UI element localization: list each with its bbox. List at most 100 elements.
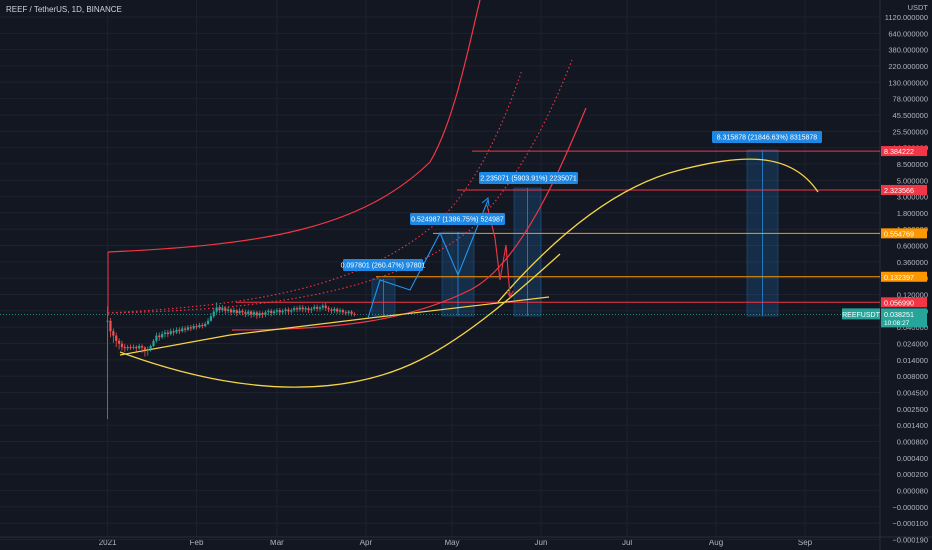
- candle-body: [341, 310, 345, 313]
- candle-body: [198, 324, 201, 328]
- symbol-tag: [842, 308, 880, 320]
- candle-body: [258, 313, 261, 316]
- x-tick-label: Apr: [360, 538, 373, 547]
- candle-body: [183, 328, 187, 330]
- y-tick-label: 5.000000: [897, 176, 928, 185]
- candle-body: [195, 326, 198, 328]
- candle-body: [324, 305, 327, 309]
- dotted-red-arc-outer: [107, 59, 573, 314]
- candle-body: [146, 349, 149, 351]
- candle-body: [350, 311, 353, 314]
- y-tick-label: 0.000200: [897, 470, 928, 479]
- candle-body: [321, 305, 324, 308]
- candle-body: [209, 316, 213, 321]
- candle-body: [290, 310, 293, 312]
- x-tick-label: Sep: [798, 538, 813, 547]
- candle-body: [212, 311, 215, 317]
- candle-body: [140, 345, 144, 348]
- candle-body: [261, 313, 264, 315]
- current-price-value: 0.038251: [884, 310, 914, 319]
- y-tick-label: −0.000000: [892, 503, 928, 512]
- candle-body: [152, 340, 155, 346]
- candle-body: [186, 327, 190, 330]
- candle-body: [307, 308, 310, 311]
- price-line-value: 2.323566: [884, 186, 914, 195]
- candle-body: [120, 343, 124, 348]
- y-tick-label: 380.000000: [888, 46, 928, 55]
- candle-body: [201, 324, 204, 327]
- candle-body: [109, 320, 112, 332]
- candle-body: [284, 309, 287, 311]
- candle-body: [112, 331, 115, 336]
- candle-body: [336, 308, 339, 312]
- candle-body: [278, 310, 281, 313]
- candle-body: [313, 306, 316, 309]
- candle-body: [272, 311, 276, 314]
- y-tick-label: 45.500000: [893, 111, 928, 120]
- price-line-value: 0.056990: [884, 298, 914, 307]
- target-label-box: [343, 259, 423, 271]
- candle-body: [178, 329, 181, 332]
- candle-body: [175, 329, 178, 333]
- current-price-tag: [881, 308, 927, 328]
- yellow-trendline: [119, 296, 550, 356]
- candle-body: [267, 310, 270, 313]
- x-tick-label: Feb: [190, 538, 204, 547]
- y-tick-label: 0.000800: [897, 437, 928, 446]
- candle-body: [247, 311, 250, 314]
- candle-body: [252, 312, 256, 315]
- y-tick-label: 0.008000: [897, 372, 928, 381]
- candle-body: [270, 310, 273, 314]
- candle-body: [115, 335, 118, 341]
- candle-body: [250, 311, 253, 315]
- candle-body: [149, 345, 152, 350]
- blue-arrow-head: [481, 197, 490, 207]
- y-tick-label: 0.120000: [897, 291, 928, 300]
- candle-body: [304, 308, 307, 310]
- target-label-box: [410, 213, 505, 225]
- candle-body: [206, 320, 210, 324]
- candle-body: [218, 307, 221, 311]
- candle-body: [298, 307, 301, 310]
- target-label-box: [712, 131, 822, 143]
- price-line-tag: [881, 297, 927, 308]
- candle-body: [287, 309, 290, 312]
- candle-body: [224, 308, 227, 311]
- y-tick-label: 25.500000: [893, 127, 928, 136]
- outer-red-arc: [107, 0, 481, 253]
- candle-body: [301, 307, 304, 310]
- target-label-box: [479, 172, 578, 184]
- candle-body: [333, 308, 336, 311]
- candle-body: [192, 326, 195, 329]
- candle-body: [169, 331, 172, 335]
- y-tick-label: 0.001400: [897, 421, 928, 430]
- candle-body: [117, 340, 121, 344]
- candle-body: [123, 347, 126, 349]
- x-tick-label: 2021: [99, 538, 117, 547]
- blue-projection-path: [367, 199, 489, 319]
- symbol-tag-label: REEFUSDT: [842, 312, 880, 319]
- candle-body: [143, 347, 147, 351]
- price-line-value: 0.554769: [884, 229, 914, 238]
- price-line-value: 8.384222: [884, 147, 914, 156]
- price-unit-label: USDT: [908, 3, 929, 12]
- candle-body: [166, 332, 169, 335]
- y-tick-label: 8.500000: [897, 160, 928, 169]
- price-line-tag: [881, 271, 927, 282]
- y-tick-label: 220.000000: [888, 62, 928, 71]
- candle-body: [189, 327, 192, 329]
- target-label-text: 0.524987 (1386.75%) 524987: [411, 217, 504, 224]
- red-arrow-head: [506, 290, 514, 299]
- candle-body: [161, 334, 164, 338]
- candle-body: [241, 310, 244, 313]
- candle-body: [255, 312, 258, 316]
- target-label-text: 0.097801 (260.47%) 97801: [341, 263, 426, 270]
- target-label-text: 8.315878 (21846.63%) 8315878: [717, 135, 818, 142]
- candle-body: [155, 335, 158, 341]
- y-tick-label: 0.024000: [897, 340, 928, 349]
- y-tick-label: 1120.000000: [885, 13, 928, 22]
- candle-body: [316, 306, 319, 309]
- candle-body: [293, 308, 296, 311]
- price-line-tag: [881, 146, 927, 157]
